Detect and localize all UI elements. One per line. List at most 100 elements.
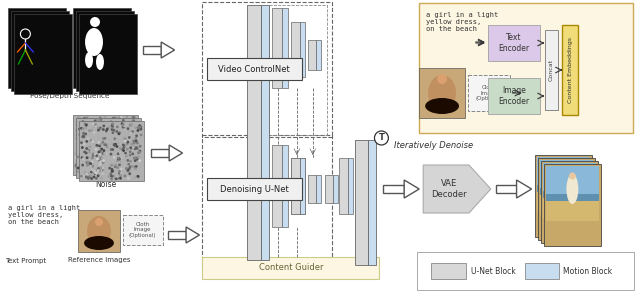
Circle shape: [112, 165, 113, 167]
Circle shape: [95, 140, 97, 142]
Circle shape: [116, 131, 118, 132]
Circle shape: [118, 137, 120, 138]
Circle shape: [140, 126, 141, 128]
Circle shape: [113, 123, 114, 124]
Circle shape: [97, 171, 99, 173]
Circle shape: [113, 161, 114, 162]
Circle shape: [114, 170, 115, 171]
Circle shape: [103, 122, 104, 123]
Circle shape: [92, 144, 93, 145]
Circle shape: [99, 160, 100, 161]
Circle shape: [125, 150, 126, 152]
Circle shape: [100, 167, 102, 169]
Circle shape: [86, 162, 88, 163]
Circle shape: [91, 171, 92, 173]
Circle shape: [113, 130, 114, 132]
Circle shape: [81, 152, 83, 154]
Circle shape: [134, 142, 135, 143]
Circle shape: [104, 132, 105, 133]
Circle shape: [102, 146, 103, 148]
Bar: [308, 40, 316, 70]
Circle shape: [80, 130, 81, 132]
Circle shape: [116, 126, 118, 128]
Circle shape: [120, 148, 121, 149]
Circle shape: [91, 132, 92, 133]
Circle shape: [129, 168, 130, 169]
Polygon shape: [161, 42, 175, 58]
Circle shape: [130, 137, 131, 139]
Circle shape: [104, 117, 106, 118]
Circle shape: [129, 161, 130, 163]
Circle shape: [96, 165, 97, 167]
Circle shape: [135, 138, 136, 139]
Circle shape: [113, 176, 114, 177]
Bar: [8, 8, 66, 88]
Circle shape: [81, 136, 82, 138]
Circle shape: [93, 176, 95, 178]
Circle shape: [106, 154, 108, 156]
Circle shape: [122, 162, 124, 164]
Bar: [300, 158, 305, 214]
Bar: [73, 115, 138, 175]
Circle shape: [79, 134, 81, 135]
Circle shape: [140, 127, 141, 128]
Text: Pose/Depth Sequence: Pose/Depth Sequence: [30, 93, 110, 99]
Circle shape: [125, 129, 126, 130]
Circle shape: [89, 162, 90, 164]
Circle shape: [125, 138, 126, 140]
Circle shape: [124, 125, 125, 126]
Bar: [291, 22, 300, 77]
Circle shape: [109, 156, 110, 157]
Circle shape: [132, 143, 134, 145]
Circle shape: [86, 167, 87, 168]
Circle shape: [100, 169, 102, 170]
Circle shape: [104, 152, 106, 154]
Circle shape: [88, 175, 90, 176]
Circle shape: [127, 118, 128, 119]
Circle shape: [88, 157, 89, 158]
Circle shape: [94, 165, 95, 166]
Circle shape: [135, 122, 136, 124]
Circle shape: [107, 129, 108, 130]
Circle shape: [127, 169, 129, 170]
Circle shape: [124, 126, 125, 128]
Circle shape: [84, 123, 85, 124]
Circle shape: [77, 117, 79, 119]
Bar: [545, 201, 599, 221]
Ellipse shape: [87, 216, 111, 246]
Circle shape: [81, 167, 83, 168]
Circle shape: [112, 125, 113, 126]
Circle shape: [120, 117, 122, 118]
Circle shape: [111, 169, 113, 170]
Circle shape: [116, 140, 117, 141]
Circle shape: [91, 127, 92, 128]
Circle shape: [110, 174, 112, 176]
Circle shape: [83, 136, 84, 137]
Circle shape: [90, 124, 91, 126]
Circle shape: [115, 171, 116, 173]
Circle shape: [119, 173, 120, 174]
Circle shape: [90, 134, 92, 135]
Circle shape: [119, 158, 120, 159]
Text: Cloth
Image
(Optional): Cloth Image (Optional): [475, 85, 502, 101]
Ellipse shape: [566, 174, 579, 204]
Circle shape: [93, 132, 95, 133]
Circle shape: [127, 143, 128, 145]
Circle shape: [81, 172, 83, 174]
Circle shape: [92, 155, 93, 157]
Circle shape: [101, 161, 102, 162]
Circle shape: [91, 127, 92, 129]
Circle shape: [125, 122, 127, 124]
Polygon shape: [186, 227, 200, 243]
Circle shape: [103, 132, 104, 133]
Circle shape: [136, 162, 138, 164]
Bar: [525, 263, 559, 279]
Polygon shape: [404, 180, 419, 198]
Circle shape: [116, 154, 117, 156]
Circle shape: [93, 132, 95, 134]
Circle shape: [82, 164, 83, 166]
Circle shape: [90, 163, 92, 164]
Circle shape: [104, 144, 106, 146]
Circle shape: [109, 131, 111, 132]
Circle shape: [106, 153, 107, 154]
